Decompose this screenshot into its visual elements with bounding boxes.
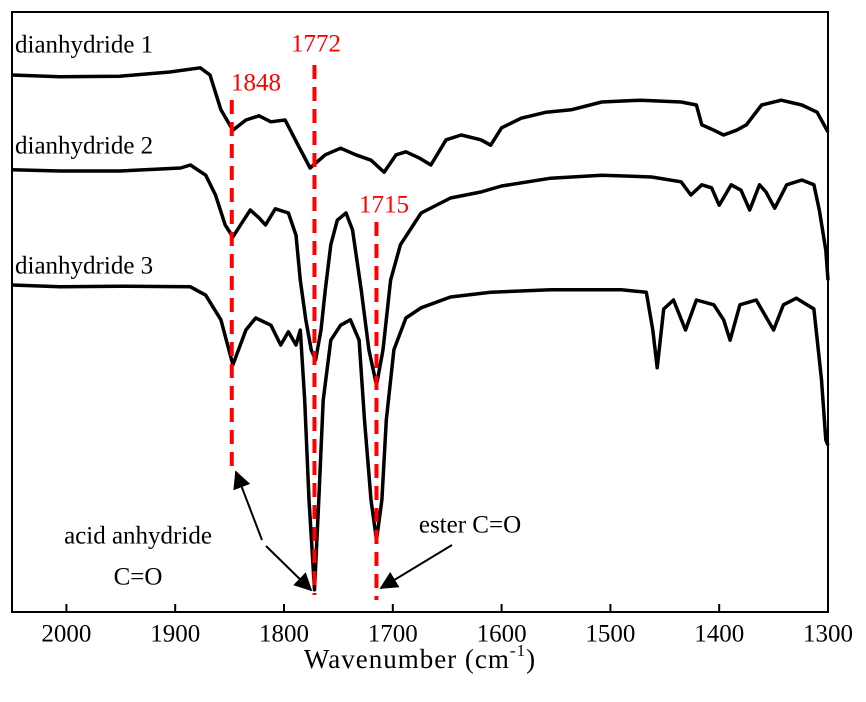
reference-label: 1772 (291, 31, 341, 58)
x-axis-label-main: Wavenumber (cm (304, 644, 510, 674)
arrow (265, 545, 313, 592)
series-label: dianhydride 2 (15, 133, 153, 160)
series-label: dianhydride 3 (15, 253, 153, 280)
x-tick-label: 1700 (368, 621, 418, 648)
arrow (379, 544, 453, 589)
x-tick-label: 1800 (259, 621, 309, 648)
x-tick-label: 1600 (477, 621, 527, 648)
spectrum-line (11, 66, 830, 174)
arrow (233, 470, 263, 541)
spectrum-line (11, 163, 830, 387)
reference-label: 1715 (359, 192, 409, 219)
x-tick-label: 2000 (41, 621, 91, 648)
x-axis-label-sup: -1 (510, 641, 526, 660)
reference-label: 1848 (231, 70, 281, 97)
annotation: acid anhydride (64, 523, 212, 550)
x-tick-label: 1400 (694, 621, 744, 648)
x-axis-label-end: ) (526, 644, 536, 674)
x-tick-label: 1900 (150, 621, 200, 648)
annotation: C=O (114, 564, 163, 591)
x-tick-label: 1300 (803, 621, 853, 648)
annotation: ester C=O (419, 512, 521, 539)
x-axis-label: Wavenumber (cm-1) (304, 641, 536, 674)
x-tick-label: 1500 (585, 621, 635, 648)
series-label: dianhydride 1 (15, 32, 153, 59)
plot-frame (11, 11, 829, 613)
spectrum-line (11, 283, 830, 592)
